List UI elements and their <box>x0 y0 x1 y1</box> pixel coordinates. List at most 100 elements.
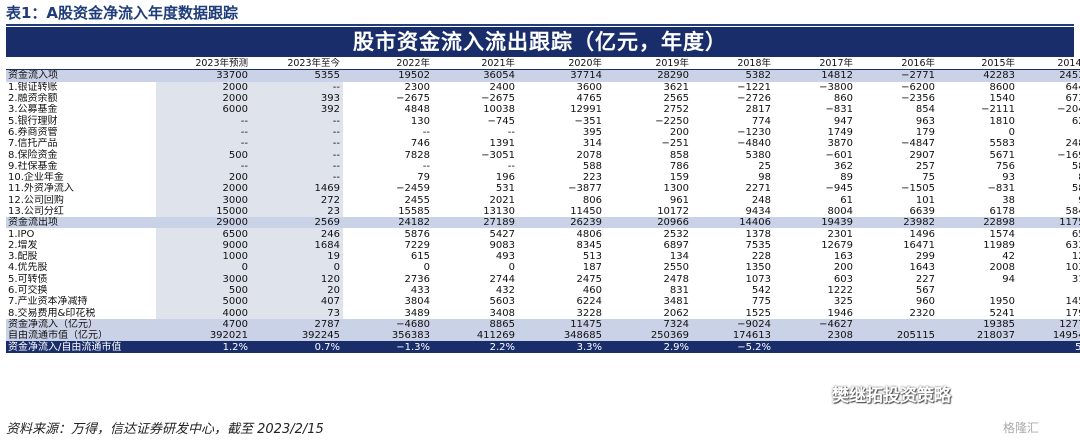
cell-value: −1505 <box>901 183 935 195</box>
cell-value: 0.7% <box>251 341 343 353</box>
cell-value: 5382 <box>692 69 774 82</box>
cell-value: 460 <box>582 285 602 297</box>
cell-value: -- <box>507 126 515 138</box>
cell-value: 10038 <box>483 104 515 116</box>
cell-value: 2736 <box>404 273 430 285</box>
cell-value: 2.9% <box>605 341 692 353</box>
cell-value: 2000 <box>156 183 251 195</box>
cell-value: 5583 <box>989 138 1015 150</box>
cell-value: 163 <box>833 251 853 263</box>
cell-value: 582 <box>1071 183 1080 195</box>
table-row: 5.银行理财 -- -- 130 −745 −351 −2250 774 947 963 1810 6… <box>6 115 1080 127</box>
cell-value: −2356 <box>901 93 935 105</box>
cell-value: 19439 <box>774 217 856 229</box>
cell-value: 2478 <box>663 273 689 285</box>
row-label: 4.优先股 <box>8 262 48 274</box>
cell-value: −4627 <box>774 318 856 331</box>
cell-value: 2271 <box>745 183 771 195</box>
row-label: 2.融资余额 <box>8 93 58 105</box>
cell-value: 2817 <box>745 104 771 116</box>
cell-value: -- <box>251 115 343 127</box>
cell-value: 1749 <box>827 126 853 138</box>
cell-value: 362 <box>833 160 853 172</box>
cell-value: 299 <box>915 251 935 263</box>
cell-value: −2459 <box>396 183 430 195</box>
cell-value: 603 <box>833 273 853 285</box>
cell-value: 4765 <box>576 93 602 105</box>
cell-value: 1946 <box>827 307 853 319</box>
cell-value: 19385 <box>938 318 1018 331</box>
cell-value: 4700 <box>156 318 251 331</box>
cell-value: 81 <box>1018 172 1080 183</box>
cell-value: 1073 <box>745 273 771 285</box>
cell-value: 5603 <box>489 296 515 308</box>
cell-value <box>938 341 1018 353</box>
cell-value: −4840 <box>737 138 771 150</box>
cell-value: 6639 <box>909 206 935 217</box>
cell-value: 1.2% <box>156 341 251 353</box>
cell-value: 2744 <box>489 273 515 285</box>
cell-value: 4806 <box>576 228 602 240</box>
cell-value: 433 <box>410 285 430 297</box>
table-row: 2.增发 9000 1684 7229 9083 8345 6897 7535 12679 164… <box>6 239 1080 252</box>
cell-value: 3000 <box>156 194 251 206</box>
cell-value: 37714 <box>518 69 605 82</box>
cell-value: 248 <box>751 194 771 206</box>
cell-value: 6224 <box>576 296 602 308</box>
cell-value: 73 <box>251 307 343 319</box>
cell-value: 657 <box>1071 228 1080 240</box>
table-row: 资金流出项 29000 2569 24182 27189 26239 20966 14406 1… <box>6 217 1080 229</box>
row-label: 资金净流入/自由流通市值 <box>6 341 156 353</box>
cell-value: 15000 <box>156 205 251 218</box>
cell-value: 2000 <box>156 92 251 105</box>
cell-value: 567 <box>915 285 935 297</box>
cell-value: 7229 <box>404 239 430 251</box>
cell-value: −6200 <box>901 81 935 93</box>
cell-value: 2400 <box>489 81 515 93</box>
cell-value: 11450 <box>570 206 602 217</box>
cell-value: 12679 <box>821 239 853 251</box>
cell-value: 11475 <box>518 318 605 331</box>
column-header: 2014年 <box>1018 58 1080 71</box>
cell-value: 2.2% <box>433 341 518 353</box>
cell-value: 2787 <box>251 318 343 331</box>
cell-value: 93 <box>1018 195 1080 206</box>
cell-value: 130 <box>410 115 430 127</box>
column-header <box>6 58 156 71</box>
cell-value: −2048 <box>1057 104 1080 116</box>
cell-value: 2301 <box>827 228 853 240</box>
cell-value <box>774 341 856 353</box>
cell-value: −3877 <box>568 183 602 195</box>
table-row: 1.IPO 6500 246 5876 5427 4806 2532 1378 2301 1496… <box>6 228 1080 240</box>
cell-value: 5355 <box>251 69 343 82</box>
cell-value: 120 <box>251 273 343 285</box>
cell-value: 26239 <box>518 217 605 229</box>
cell-value: -- <box>251 160 343 172</box>
cell-value: −831 <box>825 104 853 116</box>
cell-value: 3408 <box>489 307 515 319</box>
cell-value: 8600 <box>989 81 1015 93</box>
cell-value: −1.3% <box>343 341 433 353</box>
cell-value: 947 <box>833 115 853 127</box>
column-header: 2023年至今 <box>251 58 343 71</box>
cell-value: -- <box>251 171 343 184</box>
cell-value: 6500 <box>156 228 251 240</box>
row-label: 11.外资净流入 <box>8 183 74 195</box>
cell-value: 149544 <box>1018 330 1080 342</box>
cell-value: 746 <box>410 138 430 150</box>
table-row: 11.外资净流入 2000 1469 −2459 531 −3877 1300 2271 −94… <box>6 183 1080 195</box>
cell-value: 2489 <box>1065 138 1080 150</box>
row-label: 13.公司分红 <box>8 206 64 217</box>
cell-value: 0 <box>156 262 251 274</box>
cell-value: -- <box>422 160 430 172</box>
row-label: 12.公司回购 <box>8 194 64 206</box>
cell-value: 395 <box>582 126 602 138</box>
cell-value: 1469 <box>251 183 343 195</box>
cell-value: -- <box>251 126 343 139</box>
row-label: 7.信托产品 <box>8 138 58 150</box>
cell-value: 2000 <box>156 81 251 93</box>
cell-value: 831 <box>669 285 689 297</box>
cell-value: 98 <box>758 172 771 184</box>
cell-value: 14406 <box>692 217 774 229</box>
cell-value: 7828 <box>404 149 430 161</box>
